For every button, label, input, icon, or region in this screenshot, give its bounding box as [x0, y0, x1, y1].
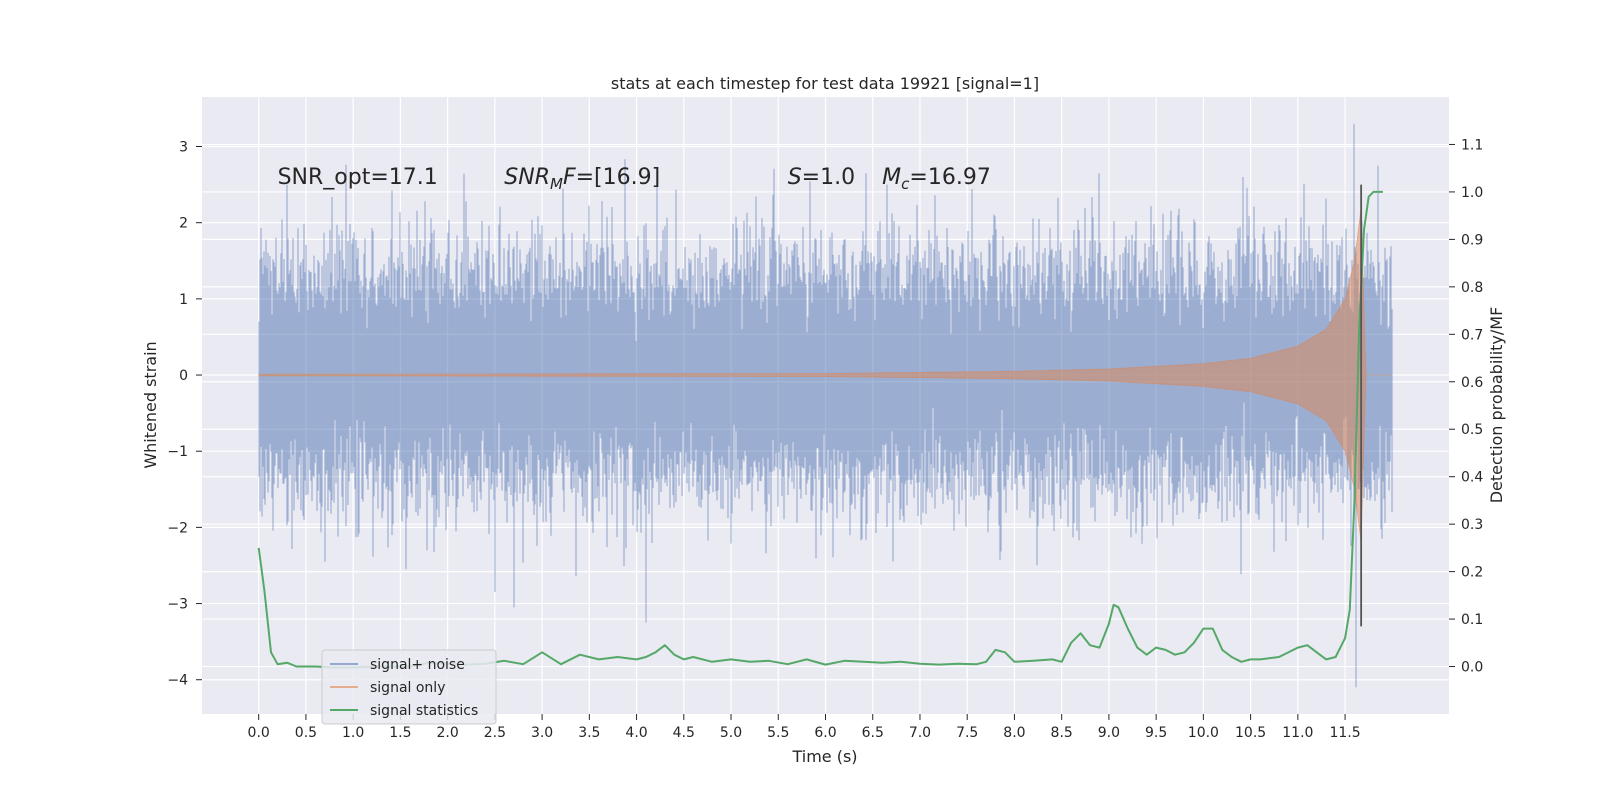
legend: signal+ noise signal only signal statistic…: [321, 649, 497, 725]
y-tick-label: −3: [167, 597, 188, 613]
y2-tick-label: 1.1: [1461, 137, 1483, 153]
annotation: Mc=16.97: [882, 165, 991, 193]
y-tick-label: 2: [179, 216, 188, 232]
annotations: SNR_opt=17.1 SNRMF=[16.9] S=1.0 Mc=16.97: [278, 165, 991, 193]
y2-tick-label: 0.1: [1461, 612, 1483, 628]
x-tick-label: 0.5: [295, 725, 317, 741]
x-tick-label: 7.0: [909, 725, 931, 741]
x-tick-label: 3.0: [531, 725, 553, 741]
signal-only-trace: [258, 208, 1392, 542]
y2-tick-label: 0.0: [1461, 660, 1483, 676]
annotation: SNRMF=[16.9]: [504, 165, 660, 193]
legend-box: [321, 649, 497, 725]
x-tick-label: 9.5: [1145, 725, 1167, 741]
y2-tick-label: 0.4: [1461, 470, 1483, 486]
x-tick-label: 6.0: [814, 725, 836, 741]
x-tick-label: 5.0: [720, 725, 742, 741]
y2-tick-label: 0.2: [1461, 565, 1483, 581]
signal-only-series: [258, 208, 1392, 542]
y-axis-label: Whitened strain: [141, 341, 160, 468]
x-axis-ticks: 0.0 0.5 1.0 1.5 2.0 2.5 3.0 3.5 4.0 4.5 5.0 5.5 6.0 6…: [248, 714, 1361, 741]
x-tick-label: 11.5: [1329, 725, 1360, 741]
x-tick-label: 1.0: [342, 725, 364, 741]
y-tick-label: 0: [179, 368, 188, 384]
legend-label: signal only: [370, 680, 445, 696]
x-tick-label: 5.5: [767, 725, 789, 741]
y-tick-label: 3: [179, 140, 188, 156]
x-tick-label: 4.0: [625, 725, 647, 741]
y2-axis-ticks: 0.0 0.1 0.2 0.3 0.4 0.5 0.6 0.7 0.8 0.9 1.0 1.1: [1449, 137, 1483, 676]
x-tick-label: 6.5: [862, 725, 884, 741]
y2-tick-label: 0.8: [1461, 280, 1483, 296]
y2-tick-label: 0.9: [1461, 232, 1483, 248]
x-tick-label: 2.0: [436, 725, 458, 741]
y2-tick-label: 0.7: [1461, 327, 1483, 343]
y-tick-label: −2: [167, 520, 188, 536]
y2-tick-label: 0.6: [1461, 375, 1483, 391]
x-tick-label: 10.0: [1188, 725, 1219, 741]
x-tick-label: 3.5: [578, 725, 600, 741]
annotation: S=1.0: [788, 165, 855, 190]
x-tick-label: 8.5: [1051, 725, 1073, 741]
y-tick-label: −4: [167, 673, 188, 689]
x-tick-label: 9.0: [1098, 725, 1120, 741]
x-axis-label: Time (s): [791, 747, 857, 766]
x-tick-label: 11.0: [1282, 725, 1313, 741]
x-tick-label: 1.5: [389, 725, 411, 741]
y-tick-label: −1: [167, 444, 188, 460]
y-tick-label: 1: [179, 292, 188, 308]
legend-label: signal+ noise: [370, 657, 465, 673]
y-axis-ticks: −4 −3 −2 −1 0 1 2 3: [167, 140, 202, 689]
annotation: SNR_opt=17.1: [278, 165, 438, 190]
x-tick-label: 4.5: [673, 725, 695, 741]
x-tick-label: 8.0: [1003, 725, 1025, 741]
legend-label: signal statistics: [370, 703, 478, 719]
y2-tick-label: 0.3: [1461, 517, 1483, 533]
x-tick-label: 7.5: [956, 725, 978, 741]
chart-title: stats at each timestep for test data 199…: [611, 74, 1039, 93]
y2-tick-label: 0.5: [1461, 422, 1483, 438]
y2-tick-label: 1.0: [1461, 185, 1483, 201]
y2-axis-label: Detection probability/MF: [1487, 307, 1506, 504]
x-tick-label: 10.5: [1235, 725, 1266, 741]
x-tick-label: 0.0: [248, 725, 270, 741]
x-tick-label: 2.5: [484, 725, 506, 741]
